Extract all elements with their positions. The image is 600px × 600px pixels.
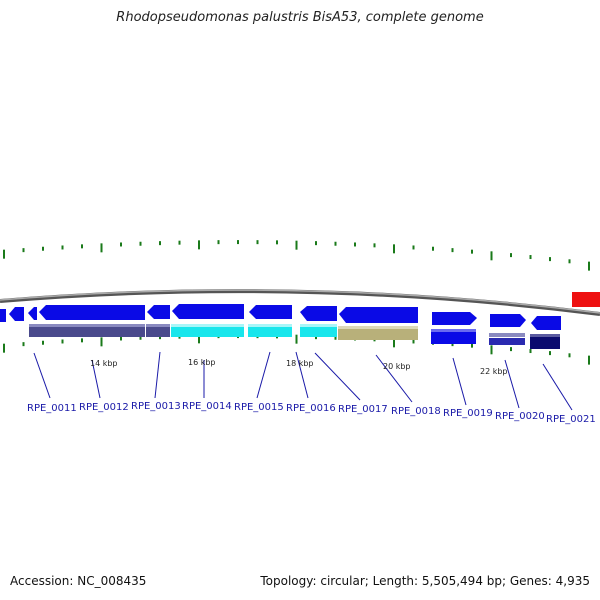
gene-label[interactable]: RPE_0020 [495, 411, 545, 422]
gene-bar[interactable] [171, 324, 244, 337]
gene-arrow[interactable] [9, 307, 24, 321]
gene-bars-lower [29, 324, 560, 349]
genome-backbone [0, 289, 600, 316]
gene-arrow[interactable] [147, 305, 170, 319]
gene-arrow[interactable] [490, 314, 526, 327]
gene-label[interactable]: RPE_0021 [546, 414, 596, 425]
gene-label[interactable]: RPE_0013 [131, 401, 181, 412]
gene-arrow[interactable] [249, 305, 292, 319]
gene-arrow[interactable] [531, 316, 561, 330]
gene-bar[interactable] [431, 329, 476, 344]
leader-lines [33, 351, 573, 411]
map-title: Rhodopseudomonas palustris BisA53, compl… [116, 10, 484, 25]
gene-label[interactable]: RPE_0012 [79, 402, 129, 413]
gene-label[interactable]: RPE_0019 [443, 408, 493, 419]
gene-bar[interactable] [530, 334, 560, 349]
accession-text: Accession: NC_008435 [10, 574, 147, 588]
gene-arrow-red[interactable] [572, 292, 600, 307]
topology-text: Topology: circular; Length: 5,505,494 bp… [260, 574, 590, 588]
gene-label[interactable]: RPE_0016 [286, 403, 336, 414]
gene-arrows-upper [0, 292, 600, 330]
tick-marks-top [3, 240, 590, 271]
kbp-label: 22 kbp [480, 367, 508, 376]
gene-bar[interactable] [248, 324, 292, 337]
gene-bar[interactable] [489, 333, 525, 337]
gene-arrow[interactable] [39, 305, 145, 320]
gene-arrow[interactable] [432, 312, 477, 325]
gene-label[interactable]: RPE_0011 [27, 403, 77, 414]
kbp-label: 16 kbp [188, 358, 216, 367]
gene-label[interactable]: RPE_0018 [391, 406, 441, 417]
gene-arrow[interactable] [339, 307, 418, 323]
gene-label[interactable]: RPE_0017 [338, 404, 388, 415]
kbp-label: 14 kbp [90, 359, 118, 368]
gene-bar[interactable] [300, 324, 337, 337]
gene-label[interactable]: RPE_0014 [182, 401, 232, 412]
gene-arrow[interactable] [28, 307, 37, 320]
gene-arrow[interactable] [300, 306, 337, 321]
gene-bar[interactable] [338, 326, 418, 340]
gene-arrow[interactable] [0, 309, 6, 322]
gene-arrow[interactable] [172, 304, 244, 319]
kbp-label: 18 kbp [286, 359, 314, 368]
gene-bar[interactable] [146, 324, 170, 337]
gene-label[interactable]: RPE_0015 [234, 402, 284, 413]
gene-bar[interactable] [29, 324, 145, 337]
kbp-label: 20 kbp [383, 362, 411, 371]
gene-bar[interactable] [489, 338, 525, 345]
